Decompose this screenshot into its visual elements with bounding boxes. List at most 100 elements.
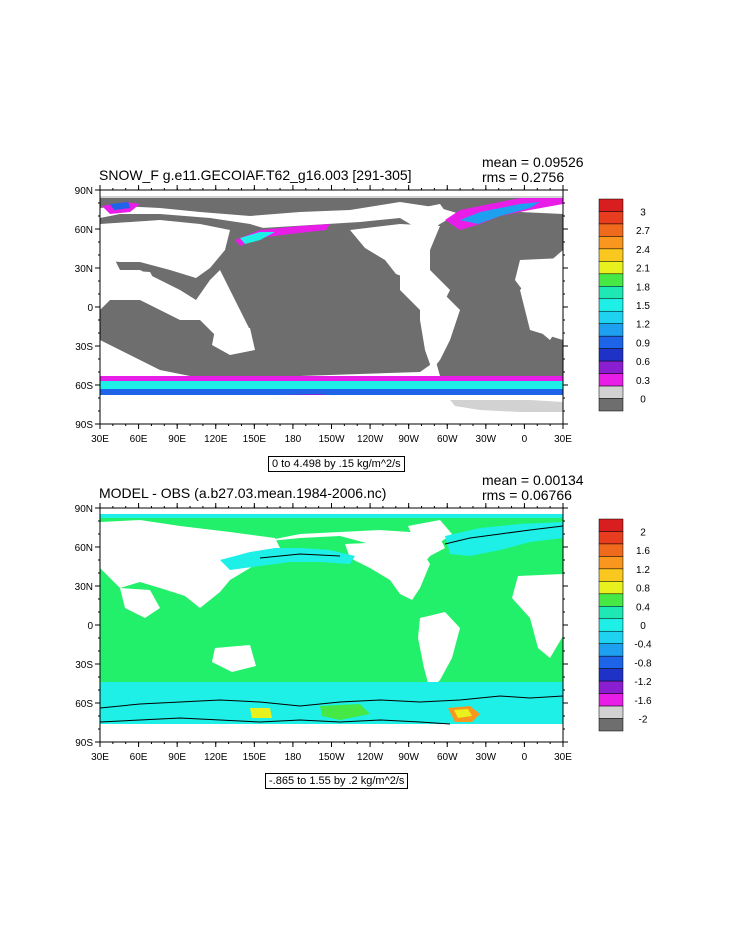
panel2-colorbar-label: -0.8 <box>634 658 652 669</box>
panel2-colorbar-label: -1.6 <box>634 696 652 707</box>
panel1-lon-label: 180 <box>285 434 302 445</box>
panel1-colorbar-swatch <box>598 335 624 349</box>
panel1-lon-label: 60W <box>437 434 458 445</box>
panel1-lon-label: 90W <box>398 434 419 445</box>
panel2-lat-label: 60S <box>75 699 93 710</box>
panel1-range-box: 0 to 4.498 by .15 kg/m^2/s <box>268 456 405 472</box>
panel2-colorbar-swatch <box>598 581 624 595</box>
panel1-colorbar-swatch <box>598 373 624 387</box>
panel2-colorbar-label: 2 <box>640 527 646 538</box>
panel1-lat-label: 90S <box>75 420 93 431</box>
panel1-lon-label: 90E <box>168 434 186 445</box>
panel1-colorbar-label: 1.2 <box>636 320 650 331</box>
panel1-rms: rms = 0.2756 <box>482 169 565 185</box>
panel2-colorbar-swatch <box>598 718 624 732</box>
panel1-colorbar-label: 0.3 <box>636 376 650 387</box>
panel1-colorbar-swatch <box>598 198 624 212</box>
panel1-colorbar-label: 1.5 <box>636 301 650 312</box>
panel1-colorbar-swatch <box>598 261 624 275</box>
panel1-colorbar-swatch <box>598 236 624 250</box>
panel1-lon-label: 120W <box>357 434 384 445</box>
panel2-title: MODEL - OBS (a.b27.03.mean.1984-2006.nc) <box>99 485 387 501</box>
panel1-lon-label: 150E <box>243 434 267 445</box>
panel1-colorbar: 3 2.7 2.4 2.1 1.8 1.5 1.2 0.9 0.6 0.3 0 <box>598 198 650 412</box>
panel2-antarctica <box>100 724 563 742</box>
panel2-colorbar-swatch <box>598 693 624 707</box>
panel2-lon-label: 60W <box>437 752 458 763</box>
panel1-lon-label: 120E <box>204 434 228 445</box>
panel2-colorbar: 2 1.6 1.2 0.8 0.4 0 -0.4 -0.8 -1.2 -1.6 -2 <box>598 518 652 732</box>
panel2-continents <box>100 508 563 690</box>
panel1-lat-label: 30N <box>75 264 93 275</box>
panel1-lon-label: 30E <box>91 434 109 445</box>
panel1-lon-label: 0 <box>522 434 528 445</box>
panel1-lat-label: 30S <box>75 342 93 353</box>
panel2-lon-label: 60E <box>130 752 148 763</box>
panel1-lat-label: 90N <box>75 186 93 197</box>
panel2-colorbar-label: 1.6 <box>636 546 650 557</box>
panel1-colorbar-swatch <box>598 286 624 300</box>
panel2-lat-label: 0 <box>87 621 93 632</box>
panel2-lat-label: 30N <box>75 582 93 593</box>
panel1-colorbar-label: 1.8 <box>636 282 650 293</box>
panel1-lat-label: 60N <box>75 225 93 236</box>
panel1-lat-label: 60S <box>75 381 93 392</box>
panel2-lon-label: 150W <box>318 752 345 763</box>
panel2-colorbar-swatch <box>598 606 624 620</box>
panel1-continents <box>100 204 563 370</box>
panel2-lon-label: 30E <box>554 752 572 763</box>
panel1-lat-label: 0 <box>87 303 93 314</box>
panel2-colorbar-label: -0.4 <box>634 640 652 651</box>
panel2-colorbar-swatch <box>598 630 624 644</box>
panel2-lon-label: 120E <box>204 752 228 763</box>
panel1-colorbar-swatch <box>598 385 624 399</box>
panel1-lon-label: 60E <box>130 434 148 445</box>
panel2-colorbar-label: -2 <box>639 715 648 726</box>
panel2-rms: rms = 0.06766 <box>482 487 572 503</box>
panel1-colorbar-swatch <box>598 398 624 412</box>
panel2-colorbar-swatch <box>598 568 624 582</box>
panel2-colorbar-swatch <box>598 680 624 694</box>
panel2-colorbar-swatch <box>598 556 624 570</box>
panel2-lat-label: 90N <box>75 504 93 515</box>
panel1-colorbar-swatch <box>598 223 624 237</box>
panel2-range-box: -.865 to 1.55 by .2 kg/m^2/s <box>265 773 409 789</box>
panel1-colorbar-label: 2.4 <box>636 245 650 256</box>
panel2-colorbar-swatch <box>598 531 624 545</box>
panel1-colorbar-label: 0.9 <box>636 338 650 349</box>
panel2-colorbar-swatch <box>598 655 624 669</box>
panel2-lon-label: 180 <box>285 752 302 763</box>
panel2-colorbar-swatch <box>598 668 624 682</box>
panel2-lon-label: 150E <box>243 752 267 763</box>
panel2-colorbar-label: 0 <box>640 621 646 632</box>
panel1-map: 90N 60N 30N 0 30S 60S 90S 30E 60E 90E 120E 150E 180… <box>75 185 572 445</box>
panel2-colorbar-label: 0.8 <box>636 584 650 595</box>
panel2-lon-label: 90W <box>398 752 419 763</box>
panel2-lat-label: 60N <box>75 543 93 554</box>
panel1-colorbar-swatch <box>598 348 624 362</box>
panel1-title: SNOW_F g.e11.GECOIAF.T62_g16.003 [291-30… <box>99 167 412 183</box>
panel2-colorbar-swatch <box>598 643 624 657</box>
panel1-colorbar-swatch <box>598 211 624 225</box>
panel2-colorbar-label: -1.2 <box>634 677 652 688</box>
panel2-colorbar-label: 0.4 <box>636 602 650 613</box>
panel2-lon-label: 120W <box>357 752 384 763</box>
panel2-colorbar-swatch <box>598 543 624 557</box>
panel2-positive-anomalies <box>250 704 480 722</box>
panel1-colorbar-label: 2.1 <box>636 264 650 275</box>
panel1-colorbar-swatch <box>598 273 624 287</box>
panel2-mean: mean = 0.00134 <box>482 472 584 488</box>
panel2-colorbar-swatch <box>598 705 624 719</box>
panel1-colorbar-swatch <box>598 248 624 262</box>
panel1-mean: mean = 0.09526 <box>482 154 584 170</box>
panel1-colorbar-label: 3 <box>640 207 646 218</box>
panel2-lat-label: 90S <box>75 738 93 749</box>
panel2-lon-label: 30E <box>91 752 109 763</box>
panel2-colorbar-label: 1.2 <box>636 565 650 576</box>
panel1-lon-label: 30E <box>554 434 572 445</box>
panel1-colorbar-swatch <box>598 323 624 337</box>
panel2-contours <box>99 525 564 725</box>
panel1-colorbar-swatch <box>598 298 624 312</box>
panel1-north-snow <box>100 196 563 246</box>
panel2-lon-label: 90E <box>168 752 186 763</box>
